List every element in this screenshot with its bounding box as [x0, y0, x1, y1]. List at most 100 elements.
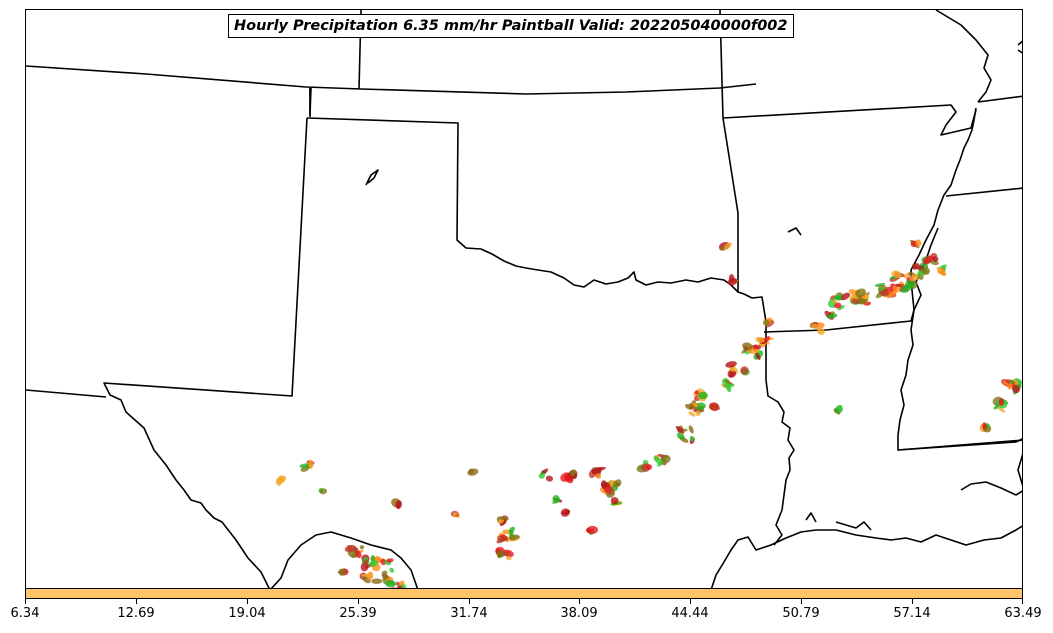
precip-paintball: [508, 534, 520, 541]
precip-paintball: [395, 500, 402, 509]
precip-paintball: [723, 242, 732, 251]
boundary-tx-east: [737, 291, 795, 546]
precip-paintball: [359, 545, 364, 550]
colorbar-tick-label: 6.34: [10, 606, 40, 621]
colorbar-tick-label: 38.09: [560, 606, 598, 621]
colorbar-tick-label: 25.39: [339, 606, 377, 621]
precip-paintball: [832, 300, 838, 304]
precip-paintball: [368, 560, 379, 567]
precip-paintball: [1012, 384, 1021, 394]
colorbar-tick: [1022, 599, 1023, 604]
precip-paintball: [740, 366, 749, 375]
precip-paintball: [586, 525, 598, 535]
precip-paintball: [728, 274, 735, 282]
colorbar-tick: [358, 599, 359, 604]
colorbar-tick: [579, 599, 580, 604]
precip-paintball: [538, 472, 546, 479]
precip-paintball: [570, 469, 576, 477]
precip-paintball: [499, 519, 507, 526]
precip-paintball: [385, 579, 396, 588]
map-title: Hourly Precipitation 6.35 mm/hr Paintbal…: [228, 14, 794, 38]
colorbar-tick-label: 57.14: [893, 606, 931, 621]
precip-paintball: [726, 384, 732, 393]
precip-paintball: [833, 295, 843, 301]
precip-paintball: [1009, 379, 1014, 384]
precip-paintball: [355, 550, 362, 559]
precip-paintball: [503, 551, 511, 557]
colorbar-tick: [469, 599, 470, 604]
colorbar-tick-label: 44.44: [671, 606, 709, 621]
precip-paintball: [1007, 382, 1013, 390]
precip-paintball: [600, 480, 608, 489]
map-frame: [25, 9, 1023, 589]
precip-paintball: [497, 519, 505, 524]
precip-paintball: [591, 467, 603, 475]
precip-paintball: [993, 405, 999, 410]
gulf-coast: [270, 531, 419, 588]
precip-paintball: [389, 567, 395, 573]
boundary-arkansas: [722, 104, 977, 136]
colorbar-tick-label: 31.74: [450, 606, 488, 621]
precip-paintball: [729, 371, 737, 378]
precip-paintball: [711, 405, 721, 410]
precip-paintball: [675, 425, 685, 434]
precip-paintball: [685, 403, 693, 410]
precip-paintball: [723, 379, 733, 385]
precip-paintball: [653, 456, 664, 466]
boundary-texas: [103, 117, 308, 588]
precip-paintball: [695, 410, 701, 416]
precip-paintball: [545, 475, 553, 482]
precip-paintball: [878, 287, 884, 292]
colorbar-tick: [912, 599, 913, 604]
precip-paintball: [607, 486, 614, 496]
precip-paintball: [923, 255, 934, 265]
precip-paintball: [399, 580, 405, 586]
precip-paintball: [676, 432, 685, 440]
precip-paintball: [496, 549, 505, 558]
map-canvas: [26, 10, 1022, 588]
precip-paintball: [835, 409, 840, 414]
precip-paintball: [499, 534, 509, 541]
precip-paintball: [998, 398, 1005, 406]
precip-paintball: [363, 559, 369, 567]
precip-paintball: [855, 288, 867, 298]
precip-paintball: [612, 479, 622, 488]
precipitation-paintballs: [275, 239, 1022, 588]
precip-paintball: [725, 361, 737, 368]
precip-paintball: [755, 352, 761, 360]
precip-paintball: [851, 298, 860, 305]
precip-paintball: [660, 454, 671, 464]
colorbar-tick: [247, 599, 248, 604]
precip-paintball: [688, 411, 696, 417]
precip-paintball: [895, 283, 901, 287]
precip-paintball: [762, 319, 770, 326]
precip-paintball: [361, 573, 373, 578]
precip-paintball: [452, 512, 458, 517]
precip-paintball: [552, 495, 560, 504]
precip-paintball: [395, 581, 400, 586]
precip-paintball: [932, 256, 939, 263]
precip-paintball: [891, 270, 902, 278]
colorbar-tick-label: 63.49: [1004, 606, 1042, 621]
precip-paintball: [826, 313, 838, 319]
precip-paintball: [909, 273, 921, 282]
precip-paintball: [560, 508, 570, 517]
colorbar-tick: [801, 599, 802, 604]
colorbar: [25, 588, 1023, 599]
precip-paintball: [692, 402, 699, 408]
colorbar-tick-label: 12.69: [117, 606, 155, 621]
precip-paintball: [276, 475, 287, 484]
colorbar-tick: [690, 599, 691, 604]
precip-paintball: [371, 578, 383, 584]
precip-paintball: [698, 391, 708, 400]
precip-paintball: [742, 342, 753, 350]
precip-paintball: [505, 556, 512, 561]
precip-paintball: [900, 284, 912, 293]
precip-paintball: [1002, 380, 1009, 386]
precip-paintball: [840, 292, 851, 301]
precip-paintball: [912, 262, 920, 270]
precip-paintball: [921, 266, 930, 275]
precip-paintball: [467, 468, 479, 476]
precip-paintball: [858, 298, 868, 305]
precip-paintball: [380, 558, 387, 566]
